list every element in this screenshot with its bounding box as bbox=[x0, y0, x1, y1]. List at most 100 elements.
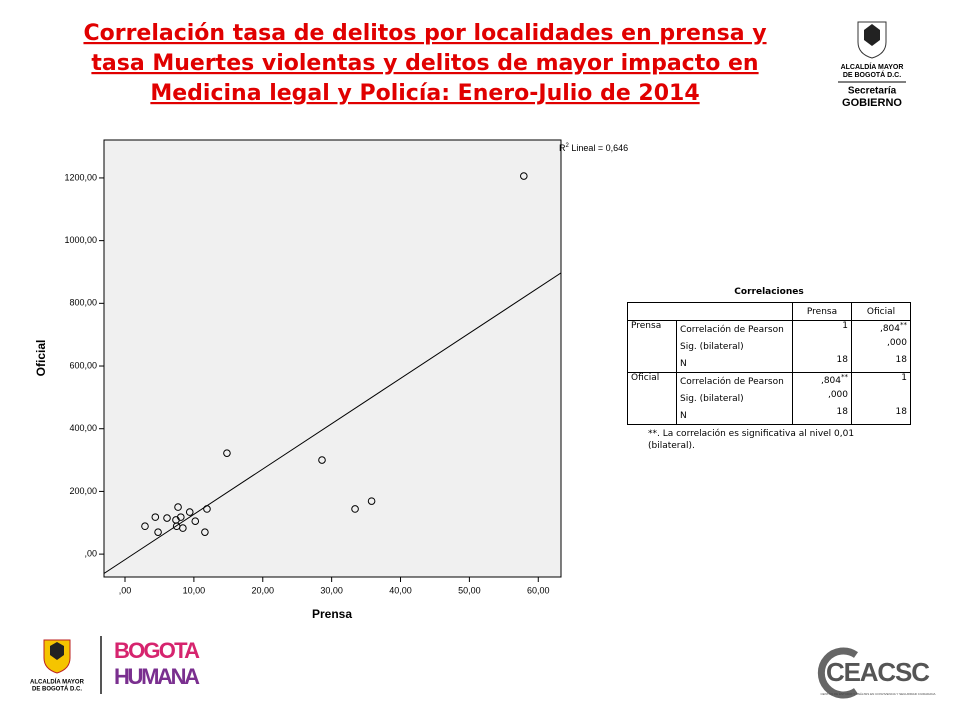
row-group: Prensa bbox=[627, 320, 677, 373]
corner bbox=[627, 302, 793, 321]
brand-text: CEACSC bbox=[826, 657, 930, 687]
y-tick-label: 800,00 bbox=[69, 298, 97, 308]
cell: 1 bbox=[851, 372, 911, 390]
point bbox=[318, 456, 326, 464]
cell: ,804** bbox=[792, 372, 852, 390]
cell-value: ,804 bbox=[820, 376, 841, 386]
cell: ,000 bbox=[851, 338, 911, 355]
y-tick-label: 1000,00 bbox=[64, 235, 97, 245]
point bbox=[176, 513, 185, 521]
table-row: Sig. (bilateral) ,000 bbox=[628, 338, 911, 355]
x-tick-label: ,00 bbox=[119, 585, 132, 595]
r2-sup: 2 bbox=[566, 143, 570, 149]
y-tick-label: ,00 bbox=[84, 548, 97, 558]
logo-text: Secretaría bbox=[848, 86, 897, 97]
point bbox=[201, 528, 209, 536]
point bbox=[141, 522, 149, 531]
logo-text: ALCALDÍA MAYOR bbox=[30, 678, 85, 686]
r2-text: Lineal = 0,646 bbox=[569, 143, 628, 153]
cell-value: 1 bbox=[842, 321, 848, 331]
cell-value: 18 bbox=[895, 355, 907, 365]
shield-eagle bbox=[864, 24, 880, 46]
point bbox=[520, 172, 528, 180]
title-line: Correlación tasa de delitos por localida… bbox=[83, 21, 766, 46]
row-label: Sig. (bilateral) bbox=[676, 338, 793, 355]
point bbox=[174, 503, 182, 511]
logo-text: DE BOGOTÁ D.C. bbox=[32, 686, 82, 693]
title-line: tasa Muertes violentas y delitos de mayo… bbox=[91, 51, 758, 76]
y-axis-label: Oficial bbox=[34, 340, 48, 377]
point bbox=[367, 497, 376, 505]
ceacsc-c bbox=[817, 647, 859, 699]
cell-value: 18 bbox=[836, 407, 848, 417]
row-label: Correlación de Pearson bbox=[676, 320, 793, 338]
cell-value: 1 bbox=[901, 373, 907, 383]
x-tick-label: 60,00 bbox=[527, 585, 550, 595]
shield-eagle bbox=[50, 642, 64, 660]
x-axis-label: Prensa bbox=[312, 607, 352, 621]
cell-value: 18 bbox=[895, 407, 907, 417]
fit-line bbox=[104, 272, 561, 574]
row-label: Sig. (bilateral) bbox=[676, 390, 793, 407]
row-label: N bbox=[676, 407, 793, 425]
point bbox=[191, 517, 200, 525]
logo-text: GOBIERNO bbox=[842, 97, 902, 109]
y-tick-label: 400,00 bbox=[69, 423, 97, 433]
x-tick-label: 10,00 bbox=[183, 585, 206, 595]
point bbox=[179, 524, 187, 532]
title-line: Medicina legal y Policía: Enero-Julio de… bbox=[150, 81, 699, 106]
table-row: N 18 18 bbox=[628, 407, 911, 425]
cell-sup: ** bbox=[841, 373, 848, 381]
logo-text: ALCALDÍA MAYOR bbox=[841, 62, 904, 71]
cell bbox=[851, 390, 911, 407]
cell bbox=[792, 338, 852, 355]
point bbox=[151, 513, 160, 521]
y-tick-label: 200,00 bbox=[69, 486, 97, 496]
cell-value: ,000 bbox=[886, 338, 907, 348]
r2-base: R bbox=[559, 143, 566, 153]
row-label: Correlación de Pearson bbox=[676, 372, 793, 390]
cell: 18 bbox=[792, 355, 852, 373]
col-header: Oficial bbox=[851, 302, 911, 321]
cell: ,804** bbox=[851, 320, 911, 338]
cell-value: 18 bbox=[836, 355, 848, 365]
row-label: N bbox=[676, 355, 793, 373]
table-footnote: **. La correlación es significativa al n… bbox=[648, 429, 855, 451]
correlation-table: Correlaciones Prensa Oficial Prensa Correlac… bbox=[627, 287, 911, 425]
plot-area bbox=[103, 139, 562, 578]
point bbox=[163, 514, 171, 522]
header-row: Prensa Oficial bbox=[627, 302, 911, 321]
cell: 18 bbox=[851, 355, 911, 373]
table-row: Prensa Correlación de Pearson 1,804** bbox=[627, 320, 911, 373]
cell: 18 bbox=[851, 407, 911, 425]
x-tick-label: 40,00 bbox=[389, 585, 412, 595]
y-tick-label: 1200,00 bbox=[64, 172, 97, 182]
cell-value: ,804 bbox=[879, 324, 900, 334]
x-tick-label: 30,00 bbox=[320, 585, 343, 595]
point bbox=[154, 528, 162, 536]
table: Prensa Oficial Prensa Correlación de Pearso… bbox=[627, 302, 911, 425]
point bbox=[185, 508, 194, 516]
point bbox=[223, 449, 231, 457]
table-row: Sig. (bilateral) ,000 bbox=[628, 390, 911, 407]
cell-sup: ** bbox=[900, 321, 907, 329]
cell-value: ,000 bbox=[827, 390, 848, 400]
brand-text: HUMANA bbox=[114, 664, 200, 689]
point bbox=[351, 505, 359, 513]
logo-caption: CENTRO DE ESTUDIO Y ANÁLISIS EN CONVIVEN… bbox=[821, 692, 936, 696]
cell: 1 bbox=[792, 320, 852, 338]
table-row: Oficial Correlación de Pearson ,804** 1 bbox=[627, 372, 911, 425]
col-header: Prensa bbox=[792, 302, 852, 321]
cell: 18 bbox=[792, 407, 852, 425]
row-group: Oficial bbox=[627, 372, 677, 425]
r2-label: R2 Lineal = 0,646 bbox=[559, 143, 628, 154]
brand-text: BOGOTA bbox=[114, 638, 200, 663]
y-tick-label: 600,00 bbox=[69, 360, 97, 370]
x-tick-label: 20,00 bbox=[251, 585, 274, 595]
logo-text: DE BOGOTÁ D.C. bbox=[843, 70, 901, 79]
cell: ,000 bbox=[792, 390, 852, 407]
table-title: Correlaciones bbox=[734, 287, 804, 297]
x-tick-label: 50,00 bbox=[458, 585, 481, 595]
